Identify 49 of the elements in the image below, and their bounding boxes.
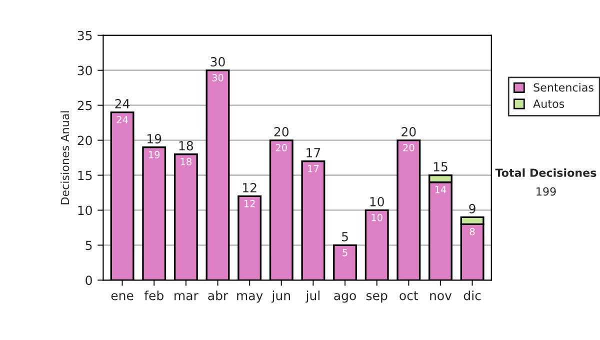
x-tick-label: sep: [366, 293, 388, 303]
x-tick-label: oct: [400, 291, 418, 300]
data-label: 14: [435, 186, 446, 194]
y-tick-label: 30: [78, 66, 92, 76]
y-tick-label: 25: [78, 100, 92, 110]
y-tick-label: 15: [78, 170, 92, 180]
total-label: 12: [242, 182, 256, 192]
y-tick-label: 35: [78, 30, 92, 40]
x-tick-label: ago: [334, 293, 356, 303]
data-label: 18: [180, 158, 192, 166]
x-tick-label: nov: [430, 293, 452, 300]
y-axis-title: Decisiones Anual: [60, 111, 70, 204]
y-tick-label: 0: [86, 276, 92, 286]
data-label: 24: [116, 116, 128, 124]
legend-label: Autos: [533, 100, 564, 108]
y-tick-label: 20: [78, 136, 92, 146]
x-tick-label: jun: [272, 290, 290, 303]
data-label: 17: [308, 165, 319, 172]
total-label: 10: [370, 196, 384, 206]
data-label: 20: [403, 144, 414, 152]
x-tick-label: may: [237, 293, 263, 303]
total-label: 19: [148, 134, 162, 144]
x-tick-label: abr: [208, 290, 228, 300]
total-label: 24: [115, 99, 130, 108]
x-tick-label: jul: [306, 290, 320, 303]
x-tick-label: dic: [464, 290, 481, 300]
text: Total Decisiones: [495, 168, 596, 177]
total-label: 9: [469, 204, 476, 214]
total-label: 17: [306, 148, 320, 158]
data-label: 20: [276, 144, 287, 152]
total-label: 5: [342, 232, 348, 242]
data-label: 8: [470, 228, 475, 236]
total-label: 15: [434, 162, 448, 172]
total-label: 30: [210, 57, 225, 67]
data-label: 12: [244, 200, 255, 208]
y-tick-label: 10: [78, 206, 92, 216]
y-tick-label: 5: [86, 240, 92, 250]
x-tick-label: mar: [174, 293, 198, 300]
data-label: 19: [148, 150, 160, 158]
x-tick-label: ene: [111, 293, 134, 300]
data-label: 10: [372, 214, 382, 222]
data-label: 30: [212, 74, 224, 82]
data-label: 5: [342, 248, 348, 256]
total-label: 18: [179, 140, 194, 150]
total-label: 20: [274, 127, 289, 136]
text: 199: [536, 187, 556, 196]
x-tick-label: feb: [144, 290, 164, 300]
legend-label: Sentencias: [534, 83, 594, 92]
total-label: 20: [402, 127, 416, 136]
